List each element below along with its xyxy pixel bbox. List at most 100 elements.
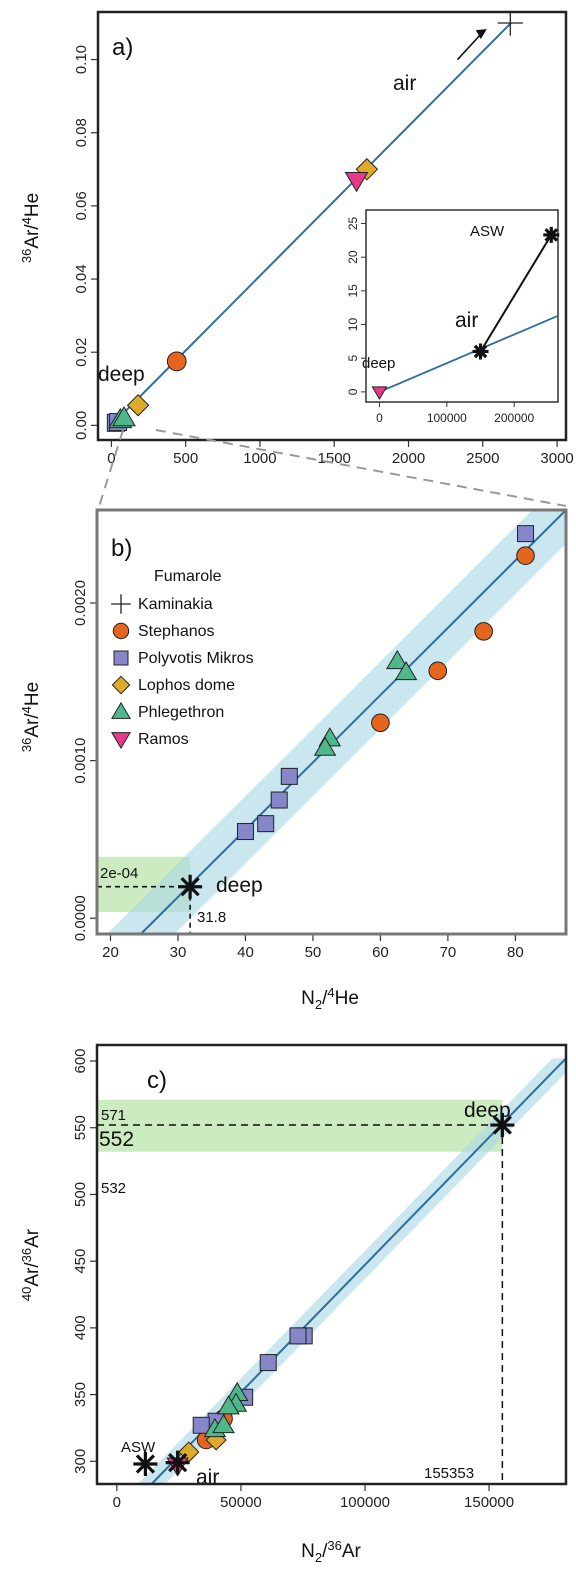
a-inset-deep-label: deep [362,355,395,372]
a-xtick-label: 1000 [243,450,276,467]
a-xtick-label: 2500 [466,450,499,467]
c-air-label: air [196,1466,219,1489]
b-x-axis-title: N2/4He [301,985,359,1012]
a-inset-air-asw-line [479,234,553,352]
b-point-phlegethron [394,660,418,681]
c-x-axis-title: N2/36Ar [301,1538,361,1565]
b-deep-x-label: 31.8 [197,909,226,926]
a-point-phlegethron [112,406,136,427]
b-point-stephanos [474,622,493,641]
panel-b: 0.0000 0.0010 0.0020 20 30 40 50 60 70 80 deep 2e-0… [19,508,568,1012]
b-legend-marker [113,650,129,666]
b-y-axis-title: 36Ar/4He [19,682,43,752]
c-plot-area [97,1057,566,1484]
b-deep-label: deep [216,874,263,897]
c-y-upper-label: 571 [101,1107,126,1124]
c-ytick-label: 400 [72,1315,89,1340]
b-ytick-label: 0.0020 [72,580,89,626]
c-xtick-label: 50000 [220,1494,262,1511]
a-inset-asw-star [543,226,560,243]
b-legend-entry: Stephanos [138,623,215,640]
b-ytick-label: 0.0000 [72,895,89,941]
c-x-deep-label: 155353 [424,1465,474,1482]
c-xtick-label: 0 [113,1494,121,1511]
b-legend-marker [111,732,131,750]
a-inset-asw-label: ASW [470,223,505,240]
b-xtick-label: 50 [305,944,322,961]
a-inset-plot [379,234,558,393]
b-legend-entry: Ramos [138,731,189,748]
b-point-polyvotis-mikros [280,767,298,785]
b-confidence-band [107,510,566,934]
c-y-lower-label: 532 [101,1180,126,1197]
a-xtick-label: 500 [173,450,198,467]
a-y-axis-title: 36Ar/4He [19,193,43,263]
c-frame [95,1043,568,1486]
a-xtick-label: 0 [107,450,115,467]
b-deep-star [178,874,203,899]
a-inset-xtick-label: 100000 [427,411,467,425]
a-inset-xtick-label: 0 [376,411,383,425]
b-ytick-label: 0.0010 [72,738,89,784]
a-xtick-label: 2000 [392,450,425,467]
c-ytick-label: 600 [72,1048,89,1073]
b-point-polyvotis-mikros [257,815,275,833]
c-ytick-label: 450 [72,1249,89,1274]
b-legend-entry: Phlegethron [138,704,224,721]
b-deep-y-label: 2e-04 [100,865,138,882]
b-legend-entry: Lophos dome [138,677,235,694]
a-deep-label: deep [98,363,145,386]
b-point-phlegethron [313,736,337,756]
a-xtick-label: 1500 [318,450,351,467]
b-legend-marker [111,701,131,719]
c-y-axis-title: 40Ar/36Ar [19,1228,43,1301]
c-ytick-label: 300 [72,1449,89,1474]
a-point-lophos-dome [126,394,150,417]
c-point-phlegethron [217,1395,240,1415]
c-star [165,1450,190,1475]
zoom-line-left [97,429,124,511]
c-xtick-label: 150000 [464,1494,514,1511]
c-point-polyvotis-mikros [289,1327,307,1345]
b-legend-entry: Polyvotis Mikros [138,650,254,667]
b-xtick-label: 60 [372,944,389,961]
c-star [490,1113,515,1138]
b-point-polyvotis-mikros [236,823,254,841]
a-point-kaminakia [497,12,523,36]
c-point-phlegethron [212,1413,235,1434]
a-ytick-label: 0.08 [73,118,90,147]
zoom-line-right [155,429,567,507]
a-xtick-label: 3000 [540,450,573,467]
a-inset-ytick-label: 20 [346,250,360,264]
c-ytick-label: 350 [72,1382,89,1407]
a-inset-ytick-label: 25 [346,216,360,230]
b-point-stephanos [371,713,390,733]
a-ytick-label: 0.10 [73,45,90,74]
b-xtick-label: 40 [237,944,254,961]
a-inset-frame [365,209,559,403]
c-star [133,1451,158,1476]
b-point-stephanos [428,661,448,681]
a-ytick-label: 0.06 [73,191,90,220]
b-legend-marker [111,675,131,695]
b-panel-label: b) [111,535,132,562]
c-point-polyvotis-mikros [259,1354,277,1372]
c-panel-label: c) [147,1067,167,1094]
c-ytick-label: 550 [72,1115,89,1140]
c-ytick-label: 500 [72,1182,89,1207]
b-xtick-label: 80 [507,944,524,961]
a-frame [96,10,568,442]
a-ytick-label: 0.00 [73,411,90,440]
b-legend-marker [112,622,130,640]
c-y-mid-label: 552 [99,1128,134,1151]
b-point-phlegethron [386,649,409,670]
a-inset-ytick-label: 10 [346,318,360,332]
a-inset-air-star [472,343,489,360]
b-legend-entry: Kaminakia [138,596,213,613]
b-trend-line [140,510,566,934]
a-air-label: air [393,72,416,95]
b-legend-marker [111,594,131,614]
a-ytick-label: 0.04 [73,264,90,293]
c-point-polyvotis-mikros [192,1416,210,1434]
a-inset-ytick-label: 0 [346,388,360,395]
